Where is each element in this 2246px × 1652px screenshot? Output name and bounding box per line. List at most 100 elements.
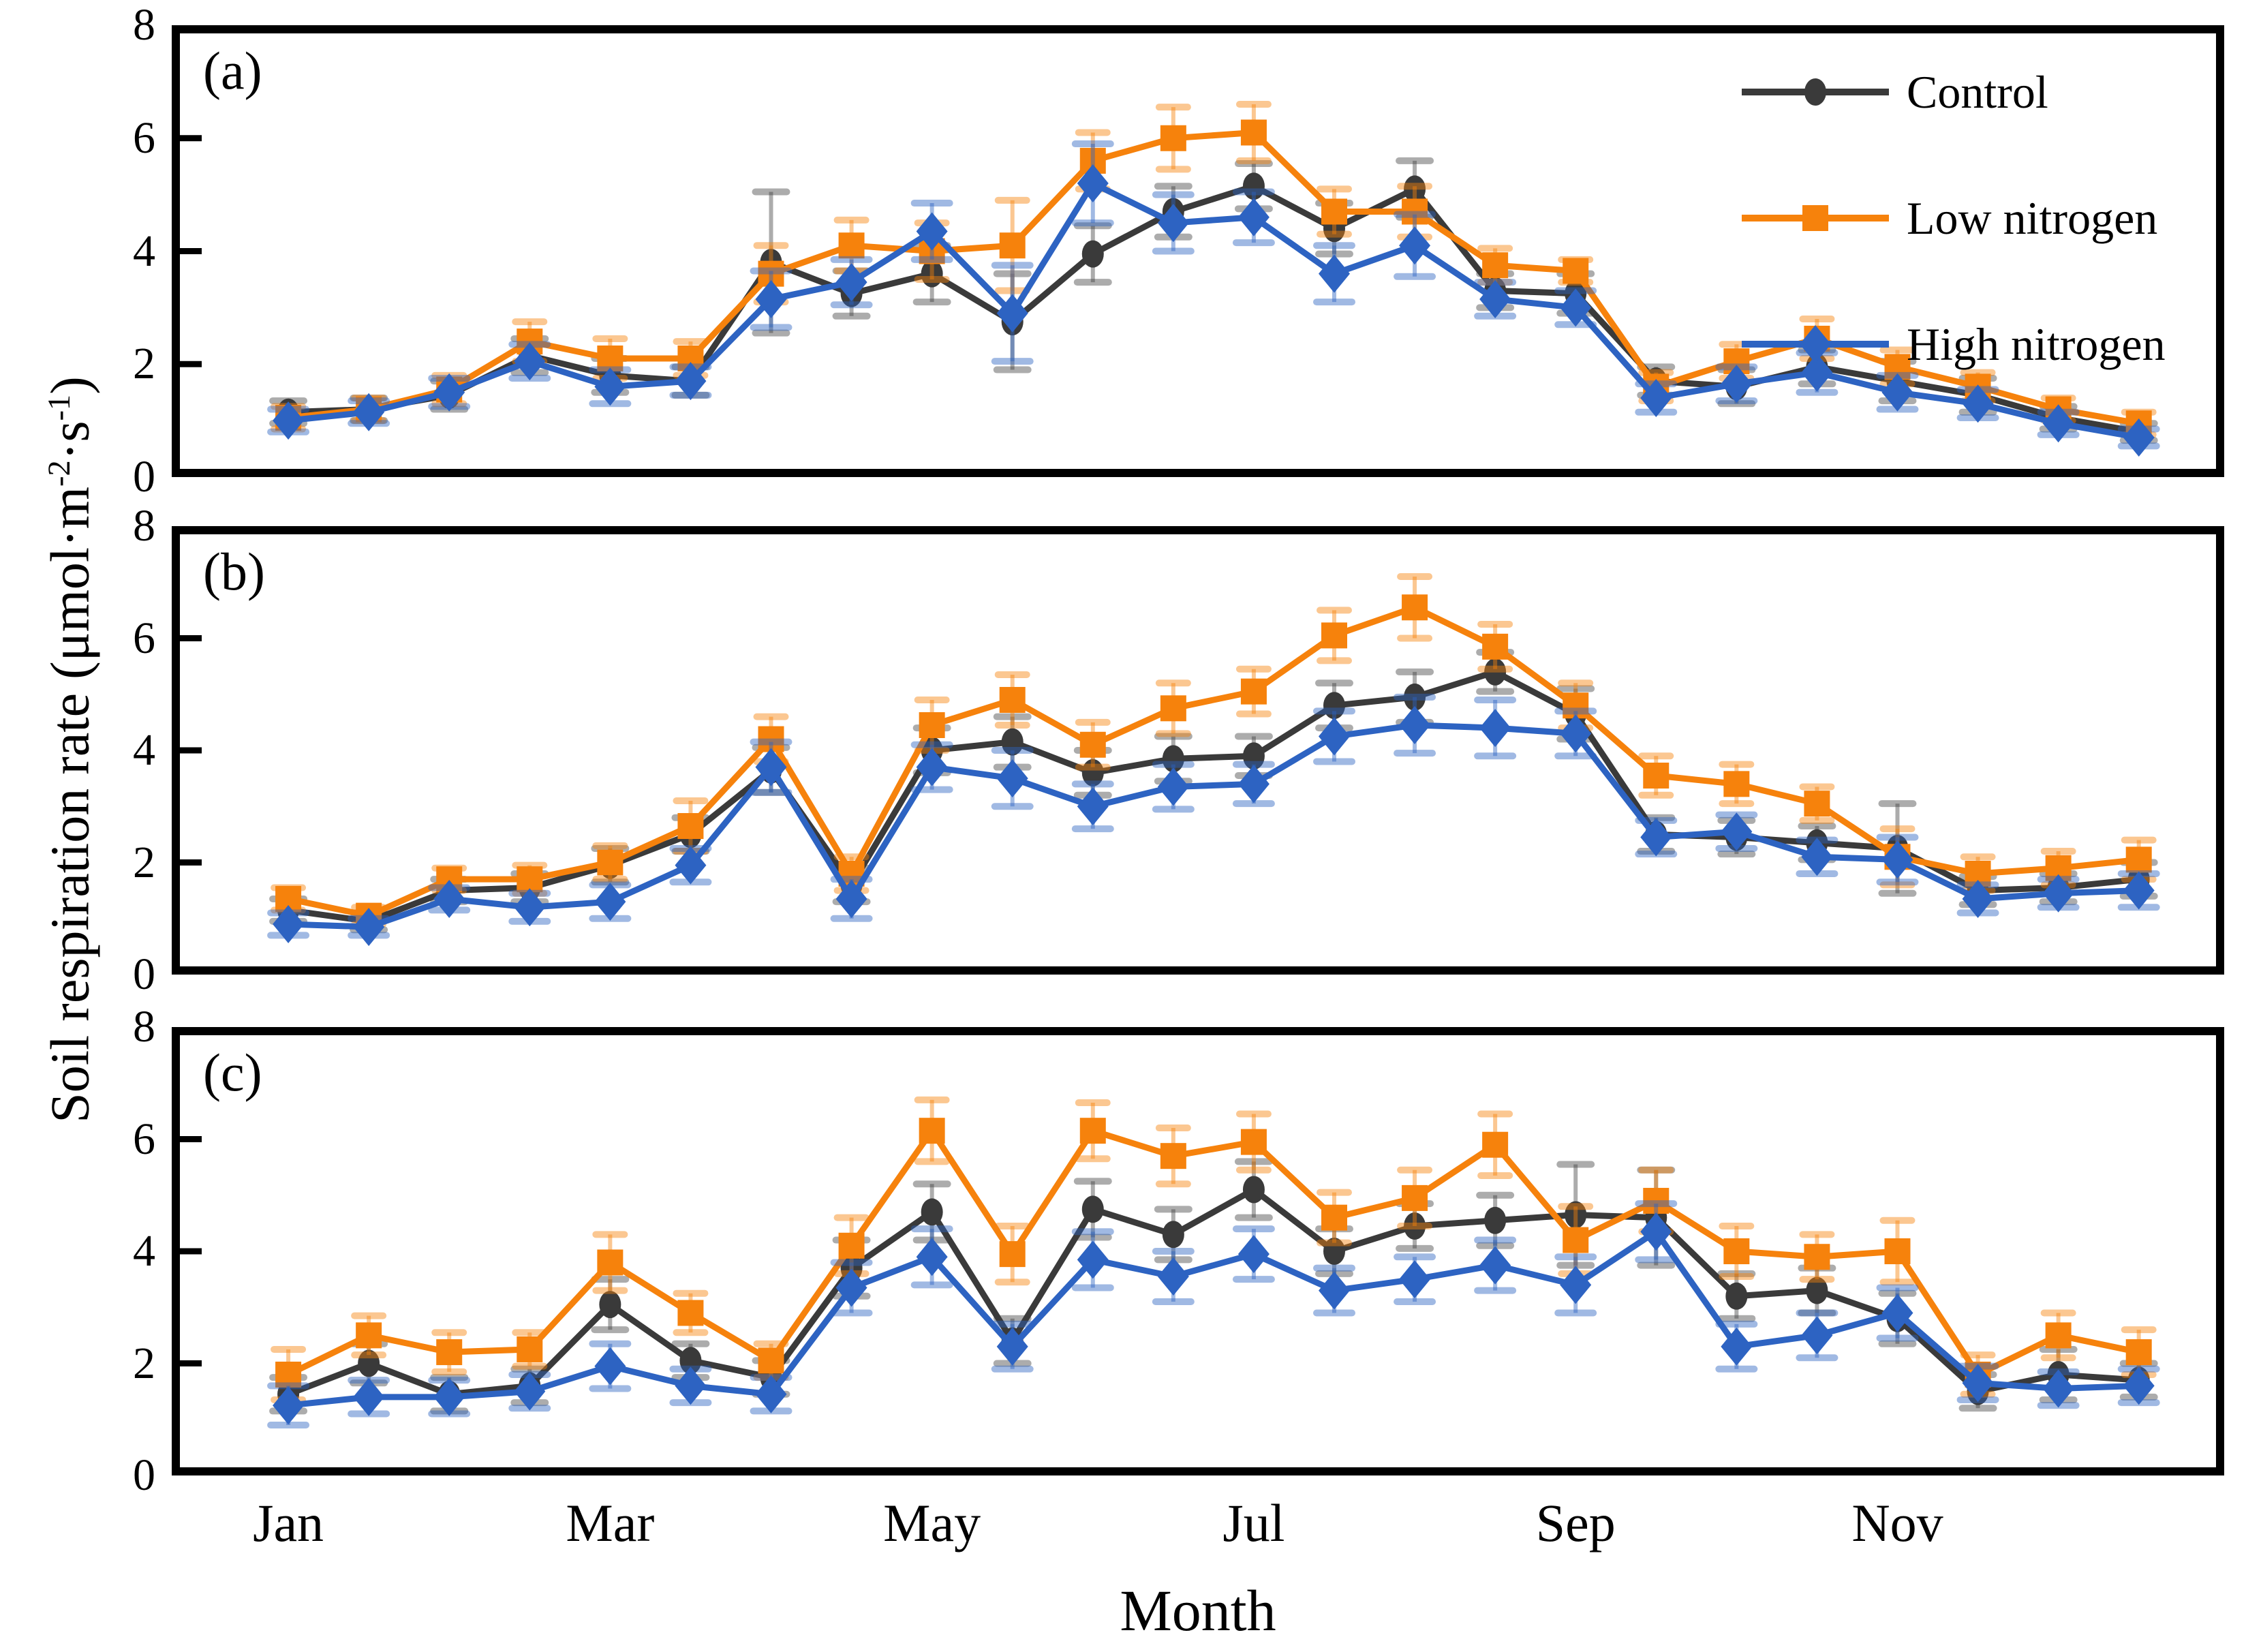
high_nitrogen-marker (514, 888, 546, 927)
low_nitrogen-marker (1723, 771, 1750, 797)
high_nitrogen-marker (1881, 840, 1913, 879)
high_nitrogen-marker (353, 908, 385, 947)
high_nitrogen-marker (1801, 838, 1833, 876)
series-control-errorbars (269, 1158, 2158, 1415)
low_nitrogen-marker (1643, 1187, 1670, 1214)
panel-2-ytick-4: 4 (133, 1226, 155, 1276)
series-high_nitrogen-line (288, 1228, 2139, 1409)
panel-1-ytick-2: 2 (133, 837, 155, 887)
high_nitrogen-marker (916, 748, 948, 786)
control-marker (1081, 1195, 1104, 1223)
high_nitrogen-marker (1721, 812, 1753, 851)
low_nitrogen-marker (1884, 1238, 1911, 1264)
high_nitrogen-marker (353, 393, 385, 431)
high_nitrogen-marker (1881, 373, 1913, 412)
x-tick-jan: Jan (253, 1493, 324, 1552)
low_nitrogen-marker (1160, 125, 1186, 151)
low_nitrogen-marker (1402, 198, 1428, 225)
series-high_nitrogen-line (288, 180, 2140, 441)
high_nitrogen-marker (1801, 1316, 1833, 1355)
low_nitrogen-marker (1482, 252, 1509, 279)
high_nitrogen-marker (273, 1386, 305, 1425)
y-axis-title-sup-2: -2 (42, 460, 77, 487)
low_nitrogen-marker (597, 849, 624, 876)
high_nitrogen-marker (1237, 765, 1270, 804)
low_nitrogen-marker (1563, 258, 1589, 284)
high_nitrogen-marker (1399, 226, 1431, 265)
legend-item-low_nitrogen: Low nitrogen (1739, 155, 2157, 281)
low_nitrogen-marker (2125, 846, 2152, 873)
high_nitrogen-marker (1801, 353, 1833, 392)
control-marker (1162, 1221, 1184, 1249)
high_nitrogen-marker (594, 1347, 626, 1386)
high_nitrogen-marker (835, 1268, 867, 1307)
control-marker (1404, 1212, 1426, 1240)
panel-c-letter: (c) (203, 1043, 262, 1102)
control-marker (1323, 692, 1345, 720)
high_nitrogen-marker (996, 1327, 1028, 1366)
panel-b-letter: (b) (203, 542, 265, 601)
high_nitrogen-marker (2042, 874, 2074, 913)
high_nitrogen-marker (1077, 787, 1109, 826)
low_nitrogen-marker (275, 1361, 302, 1388)
low_nitrogen-marker (517, 866, 543, 893)
low_nitrogen-marker (919, 712, 945, 738)
control-marker (1001, 728, 1024, 756)
high_nitrogen-marker (433, 1377, 465, 1416)
control-marker (1242, 1176, 1265, 1204)
high_nitrogen-marker (1721, 365, 1753, 403)
panel-2-ytick-6: 6 (133, 1114, 155, 1164)
low_nitrogen-marker (1160, 1143, 1186, 1169)
control-marker (1242, 742, 1265, 770)
control-marker (599, 1291, 621, 1319)
panel-0-ytick-0: 0 (133, 452, 155, 502)
high_nitrogen-marker (996, 294, 1028, 333)
high_nitrogen-marker (1560, 288, 1592, 327)
high_nitrogen-marker (1962, 879, 1994, 918)
control-marker (1484, 658, 1507, 686)
high_nitrogen-marker (1157, 204, 1189, 243)
legend-high_nitrogen-symbol (1742, 325, 1889, 363)
series-high_nitrogen-markers (273, 705, 2155, 947)
panel-0-ytick-8: 8 (133, 0, 155, 50)
low_nitrogen-marker (1321, 1204, 1347, 1231)
high_nitrogen-marker (2042, 1369, 2074, 1408)
low_nitrogen-marker (517, 1336, 543, 1362)
plot-frame (172, 526, 2224, 975)
legend-low_nitrogen-symbol (1742, 205, 1889, 231)
control-marker (1081, 240, 1104, 268)
series-low_nitrogen-markers (275, 594, 2152, 929)
high_nitrogen-marker (1640, 378, 1672, 417)
panel-a-letter: (a) (203, 41, 262, 100)
panel-1-ytick-0: 0 (133, 949, 155, 999)
low_nitrogen-marker (1240, 119, 1267, 146)
high_nitrogen-marker (2123, 1366, 2155, 1405)
control-marker (1323, 1238, 1345, 1265)
high_nitrogen-marker (1077, 164, 1109, 203)
high_nitrogen-marker (2123, 871, 2155, 910)
high_nitrogen-marker (1881, 1294, 1913, 1332)
series-low_nitrogen-errorbars (271, 1096, 2157, 1403)
control-marker (358, 1349, 380, 1377)
high_nitrogen-marker (273, 904, 305, 943)
high_nitrogen-marker (675, 846, 707, 885)
high_nitrogen-marker (433, 879, 465, 918)
panel-2-ytick-2: 2 (133, 1338, 155, 1388)
low_nitrogen-marker (1402, 594, 1428, 621)
low_nitrogen-marker (1402, 1184, 1428, 1211)
panel-c: (c) (172, 1027, 2224, 1475)
control-marker (921, 1198, 943, 1226)
x-axis-title: Month (1120, 1578, 1276, 1643)
high_nitrogen-marker (1560, 714, 1592, 753)
low_nitrogen-marker (1804, 1244, 1830, 1270)
low_nitrogen-marker (597, 1249, 624, 1276)
high_nitrogen-marker (1479, 279, 1511, 318)
x-tick-may: May (883, 1493, 981, 1552)
low_nitrogen-marker (2125, 1339, 2152, 1366)
low_nitrogen-marker (1160, 695, 1186, 722)
low_nitrogen-marker (1321, 198, 1347, 225)
high_nitrogen-marker (353, 1377, 385, 1416)
legend-diamond-icon (1800, 325, 1831, 363)
y-axis-title-sup-1: -1 (42, 394, 77, 421)
control-marker (679, 1347, 702, 1375)
